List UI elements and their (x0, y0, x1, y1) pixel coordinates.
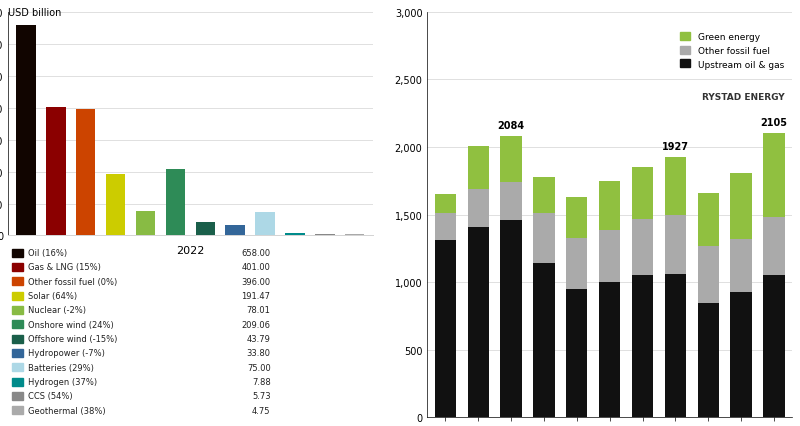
Bar (698, 193, 719, 246)
Bar (12, 363, 22, 371)
Bar (76, 110, 95, 236)
Bar (12, 306, 22, 314)
Bar (566, 238, 587, 289)
Bar (599, 282, 620, 417)
Bar (255, 212, 274, 236)
Bar (665, 158, 686, 215)
Bar (12, 292, 22, 300)
Bar (467, 147, 489, 190)
Bar (106, 175, 126, 236)
Text: Nuclear (-2%): Nuclear (-2%) (28, 306, 86, 315)
Bar (698, 303, 719, 417)
Text: Offshore wind (-15%): Offshore wind (-15%) (28, 334, 118, 343)
Bar (534, 177, 554, 214)
Bar (730, 239, 752, 292)
Bar (286, 233, 305, 236)
Text: Geothermal (38%): Geothermal (38%) (28, 406, 106, 415)
Text: Other fossil fuel (0%): Other fossil fuel (0%) (28, 277, 118, 286)
Text: Gas & LNG (15%): Gas & LNG (15%) (28, 263, 101, 272)
Text: 1927: 1927 (662, 142, 689, 152)
Bar (136, 211, 155, 236)
Text: Solar (64%): Solar (64%) (28, 291, 77, 300)
Text: Hydrogen (37%): Hydrogen (37%) (28, 377, 97, 386)
Text: Oil (16%): Oil (16%) (28, 248, 67, 257)
Bar (763, 218, 785, 276)
Text: 2105: 2105 (761, 118, 787, 128)
Bar (698, 246, 719, 303)
Bar (195, 222, 215, 236)
Bar (632, 219, 654, 276)
Bar (12, 392, 22, 400)
Bar (434, 241, 456, 417)
Bar (632, 168, 654, 219)
Bar (763, 133, 785, 218)
Bar (434, 195, 456, 214)
Bar (665, 215, 686, 274)
Bar (434, 214, 456, 241)
Bar (12, 349, 22, 357)
Text: 4.75: 4.75 (252, 406, 270, 415)
Bar (12, 320, 22, 328)
Bar (501, 183, 522, 221)
Text: 2084: 2084 (498, 121, 525, 131)
Text: USD billion: USD billion (8, 9, 62, 18)
Bar (730, 173, 752, 239)
Text: 396.00: 396.00 (242, 277, 270, 286)
Bar (730, 292, 752, 417)
Text: 75.00: 75.00 (246, 363, 270, 372)
Text: 43.79: 43.79 (246, 334, 270, 343)
Bar (467, 227, 489, 417)
Bar (501, 221, 522, 417)
Text: 191.47: 191.47 (242, 291, 270, 300)
Text: Hydropower (-7%): Hydropower (-7%) (28, 348, 105, 357)
Text: CCS (54%): CCS (54%) (28, 391, 73, 400)
Text: 78.01: 78.01 (246, 306, 270, 315)
Bar (534, 264, 554, 417)
Text: Onshore wind (24%): Onshore wind (24%) (28, 320, 114, 329)
Bar (12, 406, 22, 414)
Text: 658.00: 658.00 (242, 248, 270, 257)
Bar (599, 230, 620, 282)
Bar (315, 234, 334, 236)
Text: Batteries (29%): Batteries (29%) (28, 363, 94, 372)
Bar (566, 198, 587, 238)
Bar (226, 225, 245, 236)
Bar (763, 276, 785, 417)
Bar (12, 278, 22, 285)
Bar (665, 274, 686, 417)
Bar (467, 190, 489, 227)
Bar (632, 276, 654, 417)
Bar (12, 378, 22, 386)
Text: 5.73: 5.73 (252, 391, 270, 400)
Text: 209.06: 209.06 (242, 320, 270, 329)
Bar (12, 263, 22, 271)
Bar (345, 234, 365, 236)
Bar (16, 26, 36, 236)
Bar (12, 249, 22, 257)
Text: 33.80: 33.80 (246, 348, 270, 357)
Text: RYSTAD ENERGY: RYSTAD ENERGY (702, 93, 785, 102)
Text: 7.88: 7.88 (252, 377, 270, 386)
Bar (501, 136, 522, 183)
Bar (12, 335, 22, 343)
Bar (599, 181, 620, 230)
Bar (566, 289, 587, 417)
Legend: Green energy, Other fossil fuel, Upstream oil & gas: Green energy, Other fossil fuel, Upstrea… (676, 29, 787, 73)
Bar (166, 169, 185, 236)
Text: 401.00: 401.00 (242, 263, 270, 272)
Bar (534, 214, 554, 264)
Bar (46, 108, 66, 236)
